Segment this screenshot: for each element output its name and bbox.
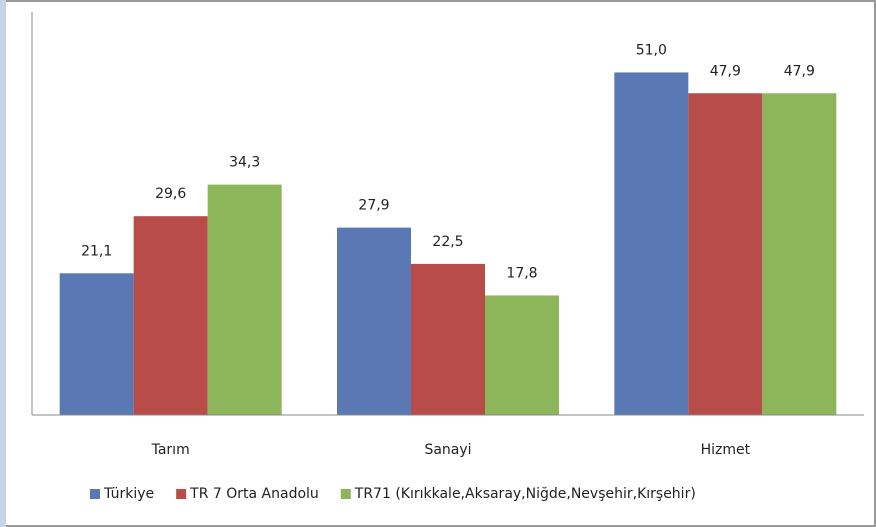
bar (688, 93, 763, 415)
data-label: 47,9 (784, 63, 815, 79)
data-label: 29,6 (155, 186, 186, 202)
bar (59, 273, 134, 415)
data-label: 17,8 (506, 265, 537, 281)
legend-swatch (340, 489, 351, 499)
data-label: 47,9 (710, 63, 741, 79)
legend-swatch (176, 489, 187, 499)
data-label: 34,3 (229, 155, 260, 171)
data-label: 22,5 (432, 234, 463, 250)
bar (485, 295, 559, 415)
left-strip (0, 0, 6, 527)
x-tick-label: Hizmet (701, 442, 751, 458)
bar (762, 93, 837, 415)
bar (411, 263, 485, 415)
data-label: 21,1 (81, 243, 112, 259)
bar (337, 227, 411, 415)
data-label: 27,9 (358, 198, 389, 214)
bar (133, 216, 208, 415)
legend-label: Türkiye (103, 486, 154, 502)
bar (614, 72, 689, 415)
legend-swatch (90, 489, 100, 499)
legend-label: TR 7 Orta Anadolu (189, 486, 319, 502)
x-tick-label: Sanayi (424, 442, 471, 458)
x-tick-label: Tarım (151, 442, 190, 458)
legend-label: TR71 (Kırıkkale,Aksaray,Niğde,Nevşehir,K… (354, 486, 696, 502)
bar (207, 184, 282, 415)
data-label: 51,0 (636, 42, 667, 58)
